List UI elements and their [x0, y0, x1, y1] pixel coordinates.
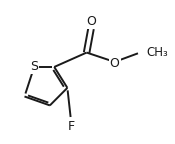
- Text: CH₃: CH₃: [146, 46, 168, 59]
- Text: F: F: [67, 120, 74, 132]
- Text: O: O: [86, 15, 96, 28]
- Text: S: S: [30, 60, 38, 73]
- Text: O: O: [110, 57, 120, 70]
